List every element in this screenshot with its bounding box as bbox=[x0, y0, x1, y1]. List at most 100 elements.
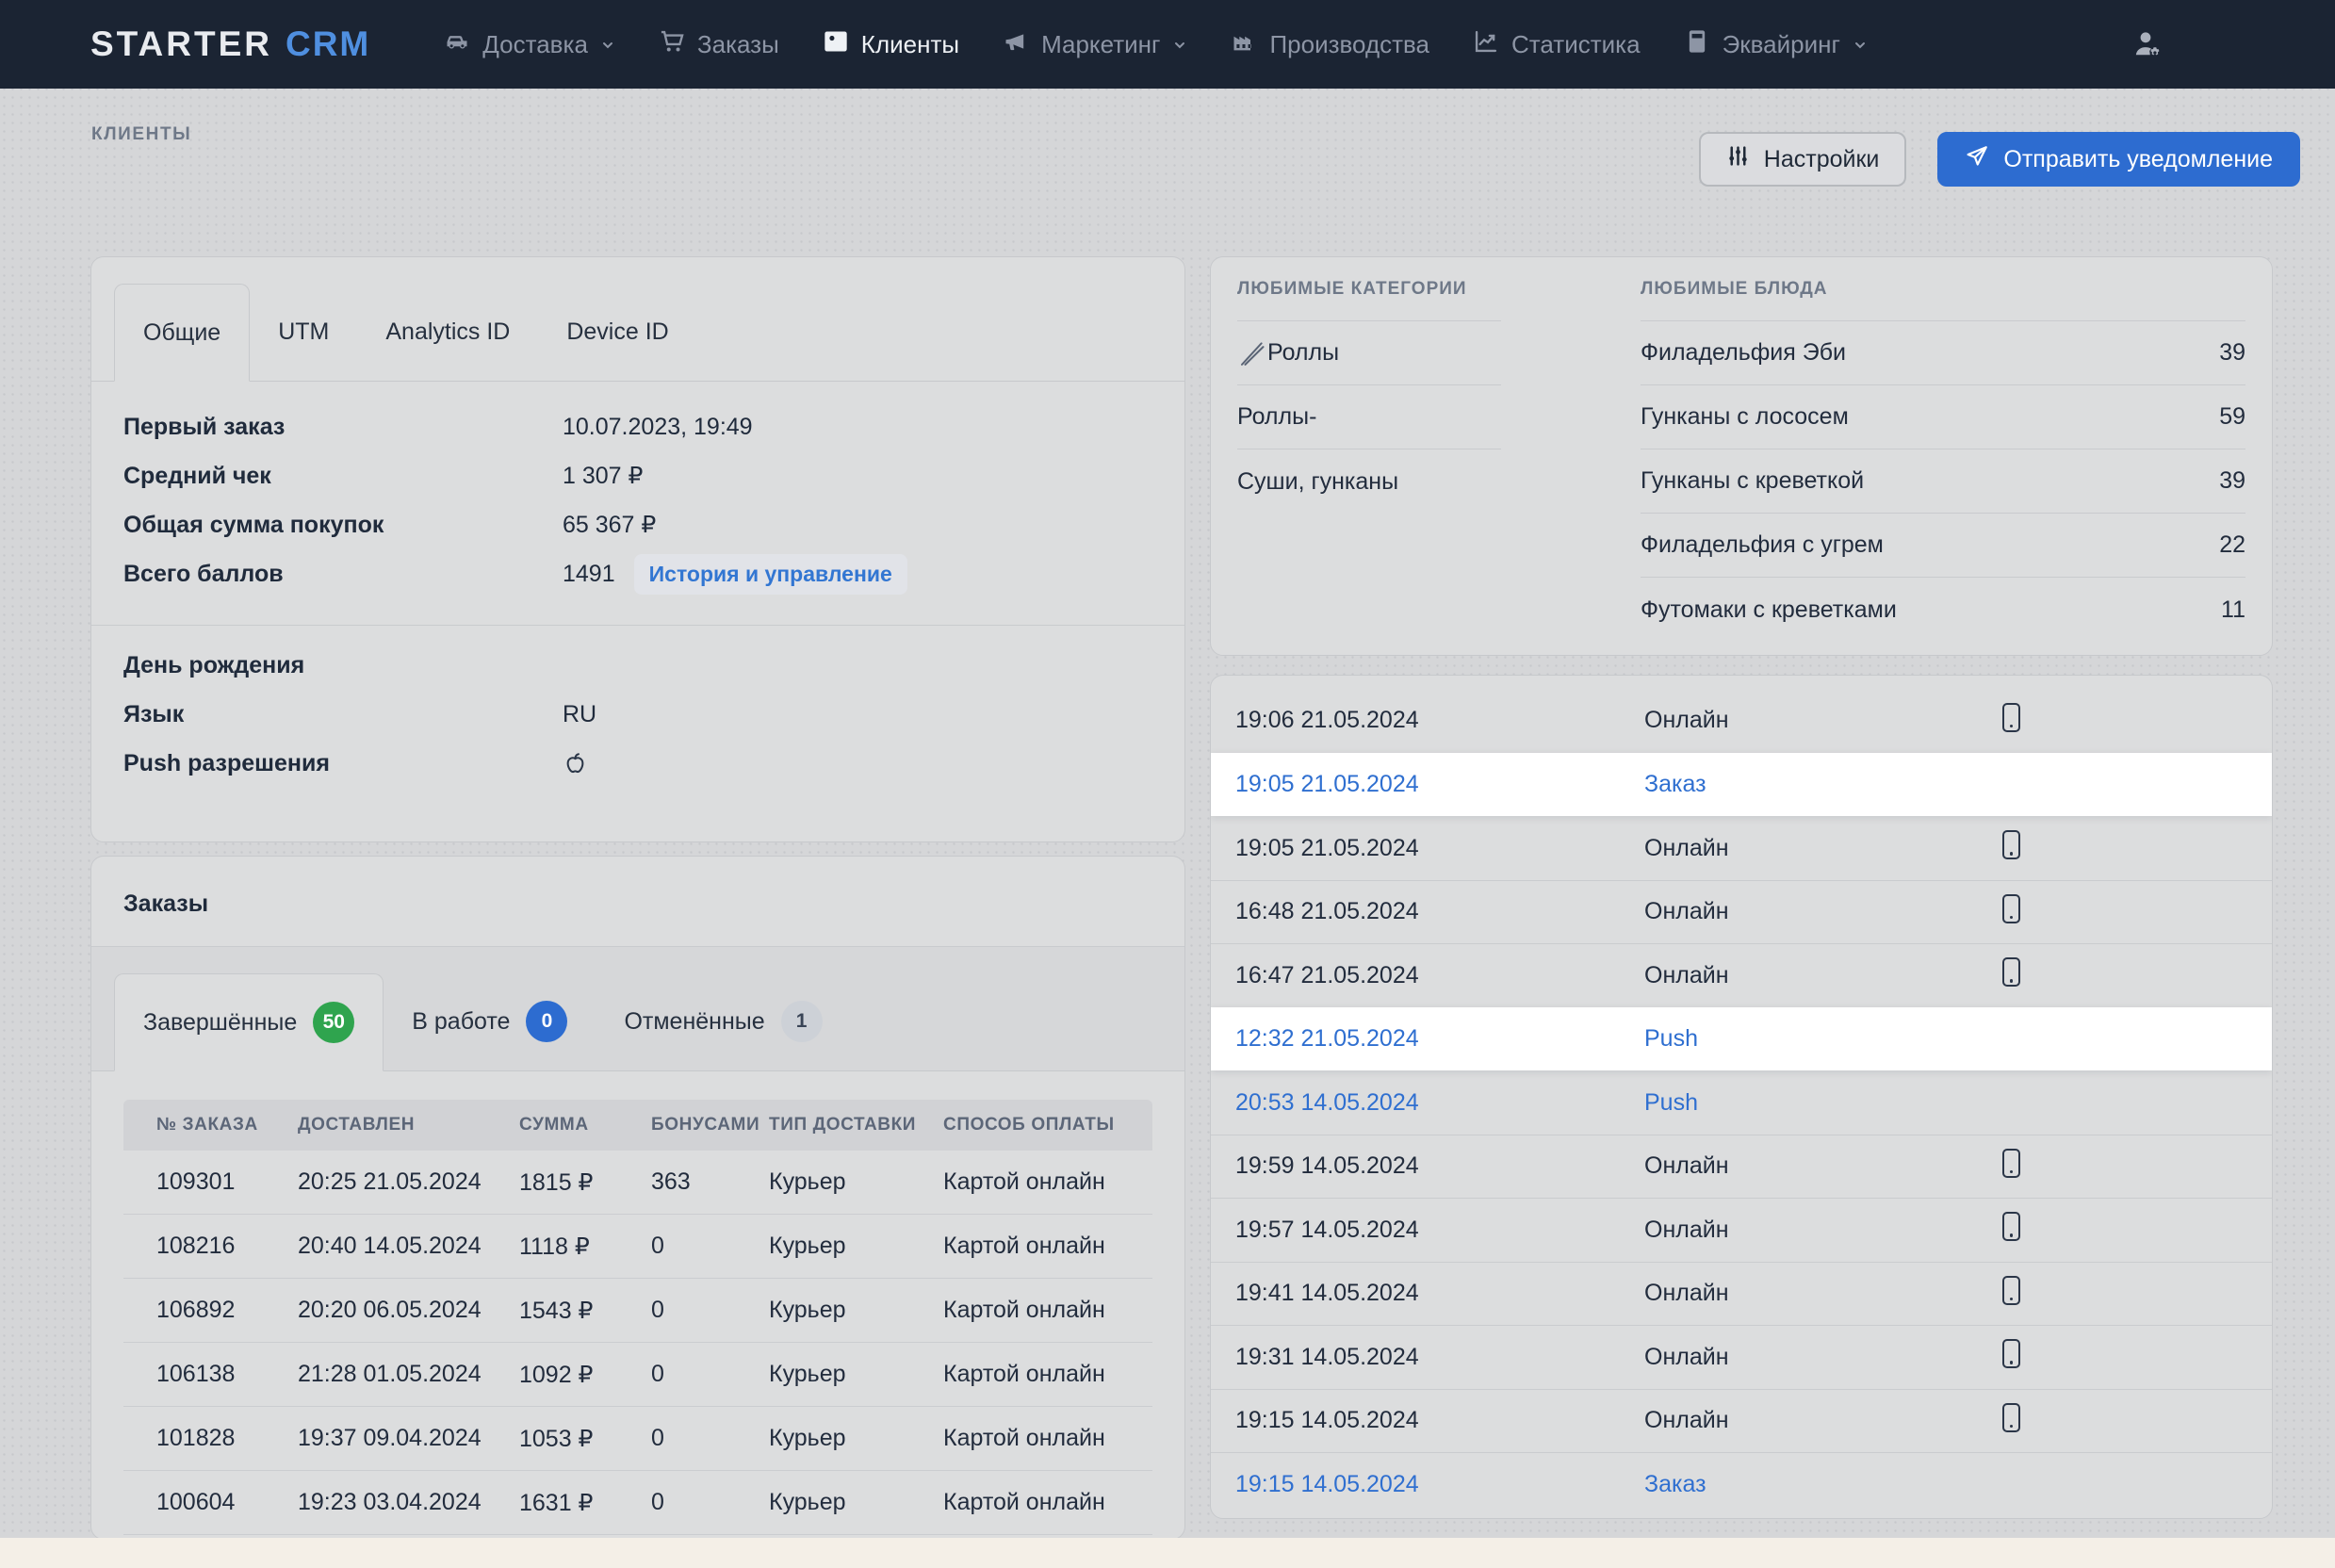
settings-button[interactable]: Настройки bbox=[1699, 132, 1907, 187]
field-label: Язык bbox=[123, 701, 563, 728]
order-delivery-type: Курьер bbox=[769, 1361, 943, 1388]
col-header-delivery-type: ТИП ДОСТАВКИ bbox=[769, 1115, 943, 1135]
activity-row[interactable]: 12:32 21.05.2024 Push bbox=[1211, 1007, 2272, 1071]
order-delivered: 20:20 06.05.2024 bbox=[298, 1297, 519, 1324]
order-row[interactable]: 100604 19:23 03.04.2024 1631 ₽ 0 Курьер … bbox=[123, 1471, 1152, 1535]
order-row[interactable]: 106892 20:20 06.05.2024 1543 ₽ 0 Курьер … bbox=[123, 1279, 1152, 1343]
activity-type: Онлайн bbox=[1644, 1217, 2002, 1244]
field-first-order: Первый заказ 10.07.2023, 19:49 bbox=[123, 402, 1152, 451]
activity-type: Онлайн bbox=[1644, 962, 2002, 989]
tab-utm[interactable]: UTM bbox=[250, 283, 357, 381]
activity-row[interactable]: 19:57 14.05.2024 Онлайн bbox=[1211, 1198, 2272, 1262]
tab-cancelled-orders[interactable]: Отменённые 1 bbox=[596, 972, 850, 1070]
paper-plane-icon bbox=[1965, 144, 1989, 175]
order-row[interactable]: 106138 21:28 01.05.2024 1092 ₽ 0 Курьер … bbox=[123, 1343, 1152, 1407]
sliders-icon bbox=[1726, 144, 1750, 174]
points-history-link[interactable]: История и управление bbox=[634, 554, 907, 595]
order-delivery-type: Курьер bbox=[769, 1233, 943, 1260]
favorite-dish-row: Филадельфия Эби 39 bbox=[1641, 321, 2245, 385]
nav-item-clients[interactable]: Клиенты bbox=[823, 28, 959, 61]
activity-row[interactable]: 19:15 14.05.2024 Онлайн bbox=[1211, 1389, 2272, 1453]
activity-row[interactable]: 19:31 14.05.2024 Онлайн bbox=[1211, 1325, 2272, 1389]
order-row[interactable]: 108216 20:40 14.05.2024 1118 ₽ 0 Курьер … bbox=[123, 1215, 1152, 1279]
order-bonus: 0 bbox=[651, 1233, 769, 1260]
order-delivered: 21:28 01.05.2024 bbox=[298, 1361, 519, 1388]
activity-row[interactable]: 19:41 14.05.2024 Онлайн bbox=[1211, 1262, 2272, 1326]
chevron-down-icon bbox=[600, 30, 615, 59]
order-delivered: 19:23 03.04.2024 bbox=[298, 1489, 519, 1516]
factory-icon bbox=[1231, 28, 1257, 61]
send-notification-button[interactable]: Отправить уведомление bbox=[1937, 132, 2300, 187]
activity-time: 19:05 21.05.2024 bbox=[1235, 835, 1644, 862]
activity-row[interactable]: 19:59 14.05.2024 Онлайн bbox=[1211, 1135, 2272, 1199]
order-row[interactable]: 109301 20:25 21.05.2024 1815 ₽ 363 Курье… bbox=[123, 1151, 1152, 1215]
orders-title: Заказы bbox=[91, 857, 1184, 946]
favorite-dish-row: Гунканы с креветкой 39 bbox=[1641, 449, 2245, 514]
order-delivery-type: Курьер bbox=[769, 1168, 943, 1196]
favorite-dishes-column: ЛЮБИМЫЕ БЛЮДА Филадельфия Эби 39 Гунканы… bbox=[1641, 257, 2245, 655]
tab-analytics-id[interactable]: Analytics ID bbox=[357, 283, 538, 381]
tab-label: Отменённые bbox=[624, 1008, 764, 1036]
order-sum: 1118 ₽ bbox=[519, 1233, 651, 1261]
favorite-category-label: Роллы- bbox=[1237, 403, 1316, 431]
crm-client-page: { "colors": { "navbar": "#1b2433", "acce… bbox=[0, 0, 2335, 1568]
divider bbox=[91, 625, 1184, 626]
nav-item-acquiring[interactable]: Эквайринг bbox=[1684, 28, 1868, 61]
order-delivered: 19:37 09.04.2024 bbox=[298, 1425, 519, 1452]
tab-completed-orders[interactable]: Завершённые 50 bbox=[114, 973, 384, 1071]
field-label: День рождения bbox=[123, 652, 563, 679]
field-value bbox=[563, 751, 588, 776]
activity-row[interactable]: 19:06 21.05.2024 Онлайн bbox=[1211, 689, 2272, 753]
activity-device bbox=[2002, 703, 2272, 739]
favorite-dishes-list: Филадельфия Эби 39 Гунканы с лососем 59 … bbox=[1641, 321, 2245, 642]
activity-row[interactable]: 19:05 21.05.2024 Заказ bbox=[1211, 753, 2272, 817]
order-payment-method: Картой онлайн bbox=[943, 1233, 1152, 1260]
apple-icon bbox=[563, 751, 588, 776]
activity-row[interactable]: 16:47 21.05.2024 Онлайн bbox=[1211, 943, 2272, 1007]
activity-device bbox=[2002, 830, 2272, 866]
activity-row[interactable]: 19:05 21.05.2024 Онлайн bbox=[1211, 816, 2272, 880]
dish-count: 39 bbox=[2219, 339, 2245, 367]
user-settings-icon[interactable] bbox=[2131, 27, 2165, 61]
order-payment-method: Картой онлайн bbox=[943, 1168, 1152, 1196]
activity-type: Онлайн bbox=[1644, 898, 2002, 925]
activity-row[interactable]: 16:48 21.05.2024 Онлайн bbox=[1211, 880, 2272, 944]
client-info-card: Общие UTM Analytics ID Device ID Первый … bbox=[90, 256, 1185, 842]
activity-device bbox=[2002, 1149, 2272, 1184]
phone-icon bbox=[2002, 1149, 2020, 1178]
activity-time: 12:32 21.05.2024 bbox=[1235, 1025, 1644, 1053]
nav-item-label: Доставка bbox=[482, 30, 588, 59]
order-delivery-type: Курьер bbox=[769, 1297, 943, 1324]
nav-item-orders[interactable]: Заказы bbox=[659, 28, 779, 61]
points-value: 1491 bbox=[563, 561, 615, 588]
field-value: 65 367 ₽ bbox=[563, 511, 656, 539]
orders-card: Заказы Завершённые 50 В работе 0 Отменён… bbox=[90, 856, 1185, 1540]
activity-device bbox=[2002, 894, 2272, 930]
tab-general[interactable]: Общие bbox=[114, 284, 250, 382]
activity-row[interactable]: 20:53 14.05.2024 Push bbox=[1211, 1070, 2272, 1135]
order-delivery-type: Курьер bbox=[769, 1425, 943, 1452]
nav-item-label: Заказы bbox=[697, 30, 779, 59]
order-bonus: 0 bbox=[651, 1361, 769, 1388]
nav-item-marketing[interactable]: Маркетинг bbox=[1003, 28, 1187, 61]
activity-row[interactable]: 19:15 14.05.2024 Заказ bbox=[1211, 1452, 2272, 1516]
nav-item-production[interactable]: Производства bbox=[1231, 28, 1429, 61]
app-logo[interactable]: STARTER CRM bbox=[90, 24, 370, 64]
orders-tabs: Завершённые 50 В работе 0 Отменённые 1 bbox=[91, 947, 1184, 1071]
order-row[interactable]: 101828 19:37 09.04.2024 1053 ₽ 0 Курьер … bbox=[123, 1407, 1152, 1471]
activity-type: Онлайн bbox=[1644, 1280, 2002, 1307]
activity-type: Онлайн bbox=[1644, 1407, 2002, 1434]
tab-in-progress-orders[interactable]: В работе 0 bbox=[384, 972, 596, 1070]
field-value: 1 307 ₽ bbox=[563, 462, 643, 490]
activity-type: Онлайн bbox=[1644, 1152, 2002, 1180]
nav-item-delivery[interactable]: Доставка bbox=[444, 28, 615, 61]
activity-time: 19:15 14.05.2024 bbox=[1235, 1407, 1644, 1434]
nav-item-statistics[interactable]: Статистика bbox=[1473, 28, 1641, 61]
favorite-category-label: Роллы bbox=[1267, 339, 1339, 367]
tab-device-id[interactable]: Device ID bbox=[538, 283, 696, 381]
orders-table-body: 109301 20:25 21.05.2024 1815 ₽ 363 Курье… bbox=[123, 1151, 1152, 1535]
activity-type: Заказ bbox=[1644, 771, 2002, 798]
nav-item-label: Эквайринг bbox=[1723, 30, 1840, 59]
order-id: 106138 bbox=[156, 1361, 298, 1388]
phone-icon bbox=[2002, 894, 2020, 923]
